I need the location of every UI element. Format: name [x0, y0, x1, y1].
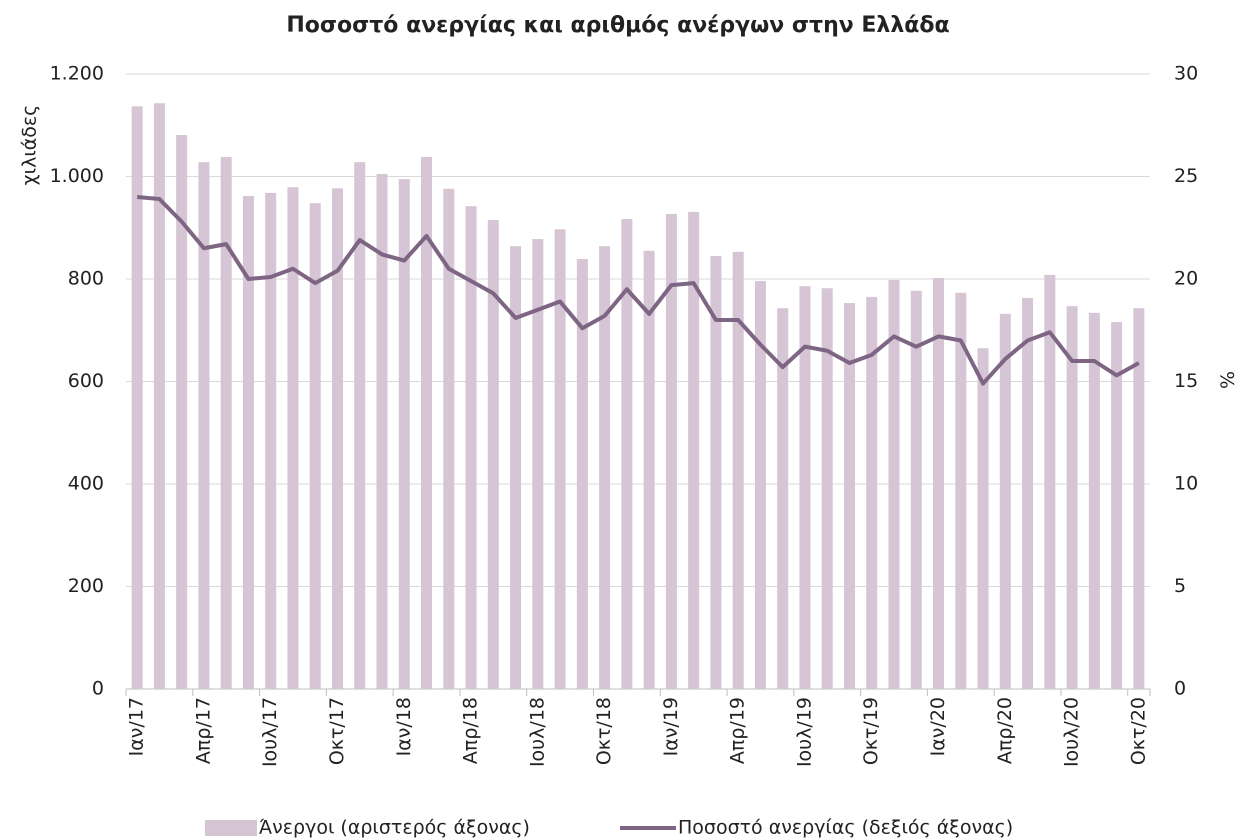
- bar: [176, 134, 188, 690]
- bar: [443, 188, 455, 690]
- y2-tick-label: 30: [1174, 63, 1198, 85]
- y2-tick-label: 5: [1174, 575, 1186, 597]
- bar: [777, 308, 789, 689]
- bar: [821, 288, 833, 689]
- x-tick-label: Ιουλ/20: [1061, 697, 1083, 767]
- x-tick-label: Ιαν/19: [660, 697, 682, 756]
- bar: [866, 296, 878, 689]
- x-tick-label: Οκτ/19: [860, 697, 882, 765]
- bar: [754, 281, 766, 689]
- y2-tick-label: 20: [1174, 268, 1198, 290]
- x-tick-label: Ιουλ/19: [793, 697, 815, 767]
- bar: [710, 255, 722, 689]
- y2-axis-title: %: [1216, 371, 1236, 389]
- bar: [532, 239, 544, 689]
- x-tick-label: Οκτ/18: [593, 697, 615, 765]
- y-tick-label: 200: [68, 575, 104, 597]
- bar: [665, 213, 677, 689]
- y2-tick-label: 0: [1174, 678, 1186, 700]
- bar: [309, 203, 321, 689]
- bar: [265, 192, 277, 689]
- bar: [999, 313, 1011, 689]
- bar: [198, 162, 210, 689]
- x-tick-label: Οκτ/17: [326, 697, 348, 765]
- x-tick-label: Ιαν/17: [126, 697, 148, 756]
- bar: [1111, 322, 1123, 689]
- bar: [643, 250, 655, 689]
- y-tick-label: 800: [68, 268, 104, 290]
- x-tick-label: Ιουλ/17: [259, 697, 281, 767]
- bar: [398, 179, 410, 689]
- bar: [465, 206, 477, 689]
- bar: [599, 246, 611, 689]
- y2-tick-label: 15: [1174, 370, 1198, 392]
- chart-title: Ποσοστό ανεργίας και αριθμός ανέργων στη…: [286, 13, 949, 38]
- bar: [242, 195, 254, 689]
- bar: [732, 251, 744, 689]
- bar: [220, 157, 232, 689]
- bar: [1044, 274, 1056, 689]
- legend-swatch: [205, 820, 257, 836]
- y-tick-label: 600: [68, 370, 104, 392]
- bar: [131, 106, 143, 690]
- bar: [421, 157, 433, 689]
- x-tick-label: Απρ/17: [192, 697, 214, 764]
- bar: [843, 303, 855, 689]
- bar: [554, 229, 566, 689]
- bar: [287, 187, 299, 689]
- y-tick-label: 1.000: [50, 165, 104, 187]
- bar: [799, 286, 811, 689]
- bar: [1133, 308, 1145, 689]
- bar: [977, 348, 989, 689]
- bar: [576, 259, 588, 689]
- x-tick-label: Ιουλ/18: [526, 697, 548, 767]
- bar: [153, 103, 165, 689]
- bar: [621, 219, 633, 689]
- legend-label: Ποσοστό ανεργίας (δεξιός άξονας): [678, 817, 1013, 839]
- x-tick-label: Απρ/18: [460, 697, 482, 764]
- bar: [376, 173, 388, 689]
- bar: [331, 188, 343, 689]
- y-axis-title: χιλιάδες: [19, 105, 41, 186]
- y-tick-label: 0: [92, 678, 104, 700]
- x-tick-label: Ιαν/18: [393, 697, 415, 756]
- bar: [955, 292, 967, 689]
- bar: [1022, 297, 1034, 689]
- y-tick-label: 400: [68, 473, 104, 495]
- line: [136, 195, 1140, 386]
- bar: [487, 220, 499, 689]
- bar: [1088, 312, 1100, 689]
- y2-tick-label: 25: [1174, 165, 1198, 187]
- y-tick-label: 1.200: [50, 63, 104, 85]
- y2-tick-label: 10: [1174, 473, 1198, 495]
- bar: [510, 246, 522, 689]
- bar: [910, 290, 922, 689]
- x-tick-label: Ιαν/20: [927, 697, 949, 756]
- x-tick-label: Απρ/19: [727, 697, 749, 764]
- bar: [888, 280, 900, 689]
- x-tick-label: Οκτ/20: [1127, 697, 1149, 765]
- bar: [1066, 306, 1078, 689]
- bar: [354, 162, 366, 689]
- bar: [688, 211, 700, 690]
- legend-label: Άνεργοι (αριστερός άξονας): [259, 817, 530, 839]
- bar: [933, 277, 945, 689]
- x-tick-label: Απρ/20: [994, 697, 1016, 764]
